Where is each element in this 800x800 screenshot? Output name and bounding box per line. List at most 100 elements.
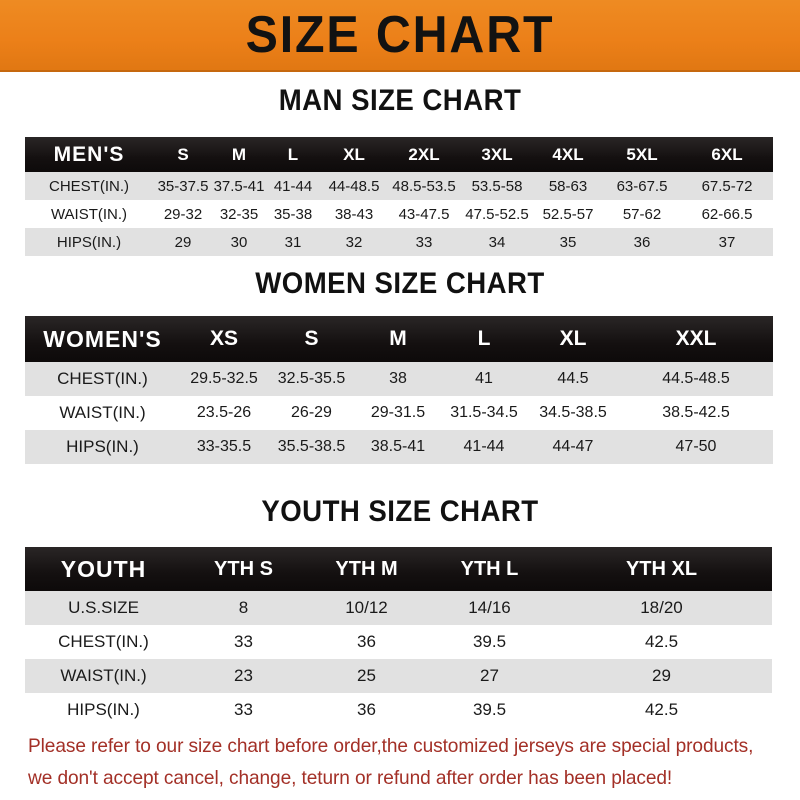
women-size-table: WOMEN'S XS S M L XL XXL CHEST(IN.) 29.5-… [25,316,773,464]
table-row: WAIST(IN.) 23.5-26 26-29 29-31.5 31.5-34… [25,396,773,430]
men-header-5xl: 5XL [603,137,681,172]
table-row: U.S.SIZE 8 10/12 14/16 18/20 [25,591,772,625]
table-row: HIPS(IN.) 33 36 39.5 42.5 [25,693,772,727]
women-waist-xxl: 38.5-42.5 [619,396,773,430]
youth-header-yth-xl: YTH XL [551,547,772,591]
women-chest-xs: 29.5-32.5 [180,362,268,396]
men-header-m: M [213,137,265,172]
women-hips-xxl: 47-50 [619,430,773,464]
section-title-women: WOMEN SIZE CHART [255,267,545,300]
youth-waist-s: 23 [182,659,305,693]
men-chest-m: 37.5-41 [213,172,265,200]
men-hips-m: 30 [213,228,265,256]
men-waist-l: 35-38 [265,200,321,228]
youth-us-size-l: 14/16 [428,591,551,625]
women-waist-l: 31.5-34.5 [441,396,527,430]
footer-note-line-1: Please refer to our size chart before or… [28,735,754,757]
youth-row-label-us-size: U.S.SIZE [25,591,182,625]
table-row: CHEST(IN.) 29.5-32.5 32.5-35.5 38 41 44.… [25,362,773,396]
youth-header-yth-m: YTH M [305,547,428,591]
table-header-row: MEN'S S M L XL 2XL 3XL 4XL 5XL 6XL [25,137,773,172]
youth-row-label-waist: WAIST(IN.) [25,659,182,693]
women-hips-xs: 33-35.5 [180,430,268,464]
youth-us-size-xl: 18/20 [551,591,772,625]
men-hips-l: 31 [265,228,321,256]
women-header-s: S [268,316,355,362]
men-header-4xl: 4XL [533,137,603,172]
women-header-m: M [355,316,441,362]
header-banner: SIZE CHART [0,0,800,72]
men-chest-5xl: 63-67.5 [603,172,681,200]
women-waist-xs: 23.5-26 [180,396,268,430]
women-hips-m: 38.5-41 [355,430,441,464]
women-hips-xl: 44-47 [527,430,619,464]
women-header-label: WOMEN'S [25,316,180,362]
page-title: SIZE CHART [245,6,555,64]
women-chest-l: 41 [441,362,527,396]
women-chest-xl: 44.5 [527,362,619,396]
women-hips-l: 41-44 [441,430,527,464]
youth-chest-xl: 42.5 [551,625,772,659]
youth-size-table: YOUTH YTH S YTH M YTH L YTH XL U.S.SIZE … [25,547,772,727]
youth-waist-m: 25 [305,659,428,693]
youth-waist-xl: 29 [551,659,772,693]
women-chest-s: 32.5-35.5 [268,362,355,396]
footer-note-line-2: we don't accept cancel, change, teturn o… [28,767,673,789]
men-chest-3xl: 53.5-58 [461,172,533,200]
men-waist-2xl: 43-47.5 [387,200,461,228]
men-hips-5xl: 36 [603,228,681,256]
men-row-label-hips: HIPS(IN.) [25,228,153,256]
men-header-l: L [265,137,321,172]
table-header-row: WOMEN'S XS S M L XL XXL [25,316,773,362]
women-header-xl: XL [527,316,619,362]
men-hips-6xl: 37 [681,228,773,256]
men-hips-s: 29 [153,228,213,256]
women-chest-xxl: 44.5-48.5 [619,362,773,396]
men-hips-xl: 32 [321,228,387,256]
men-header-s: S [153,137,213,172]
men-waist-5xl: 57-62 [603,200,681,228]
men-header-xl: XL [321,137,387,172]
section-title-youth: YOUTH SIZE CHART [261,495,539,528]
men-waist-3xl: 47.5-52.5 [461,200,533,228]
youth-hips-xl: 42.5 [551,693,772,727]
table-row: CHEST(IN.) 35-37.5 37.5-41 41-44 44-48.5… [25,172,773,200]
men-chest-4xl: 58-63 [533,172,603,200]
men-chest-xl: 44-48.5 [321,172,387,200]
youth-row-label-chest: CHEST(IN.) [25,625,182,659]
youth-waist-l: 27 [428,659,551,693]
footer-note: Please refer to our size chart before or… [28,730,761,794]
men-header-2xl: 2XL [387,137,461,172]
men-hips-4xl: 35 [533,228,603,256]
women-header-xxl: XXL [619,316,773,362]
women-waist-xl: 34.5-38.5 [527,396,619,430]
youth-us-size-s: 8 [182,591,305,625]
men-waist-m: 32-35 [213,200,265,228]
women-row-label-waist: WAIST(IN.) [25,396,180,430]
table-row: WAIST(IN.) 29-32 32-35 35-38 38-43 43-47… [25,200,773,228]
men-header-label: MEN'S [25,137,153,172]
men-waist-6xl: 62-66.5 [681,200,773,228]
men-hips-3xl: 34 [461,228,533,256]
men-waist-4xl: 52.5-57 [533,200,603,228]
men-chest-6xl: 67.5-72 [681,172,773,200]
table-row: HIPS(IN.) 33-35.5 35.5-38.5 38.5-41 41-4… [25,430,773,464]
women-waist-s: 26-29 [268,396,355,430]
men-size-table: MEN'S S M L XL 2XL 3XL 4XL 5XL 6XL CHEST… [25,137,773,256]
youth-hips-s: 33 [182,693,305,727]
table-row: WAIST(IN.) 23 25 27 29 [25,659,772,693]
women-row-label-chest: CHEST(IN.) [25,362,180,396]
men-chest-2xl: 48.5-53.5 [387,172,461,200]
women-header-xs: XS [180,316,268,362]
men-hips-2xl: 33 [387,228,461,256]
table-header-row: YOUTH YTH S YTH M YTH L YTH XL [25,547,772,591]
youth-chest-s: 33 [182,625,305,659]
youth-hips-l: 39.5 [428,693,551,727]
women-waist-m: 29-31.5 [355,396,441,430]
men-header-3xl: 3XL [461,137,533,172]
table-row: HIPS(IN.) 29 30 31 32 33 34 35 36 37 [25,228,773,256]
women-row-label-hips: HIPS(IN.) [25,430,180,464]
men-header-6xl: 6XL [681,137,773,172]
women-hips-s: 35.5-38.5 [268,430,355,464]
women-header-l: L [441,316,527,362]
